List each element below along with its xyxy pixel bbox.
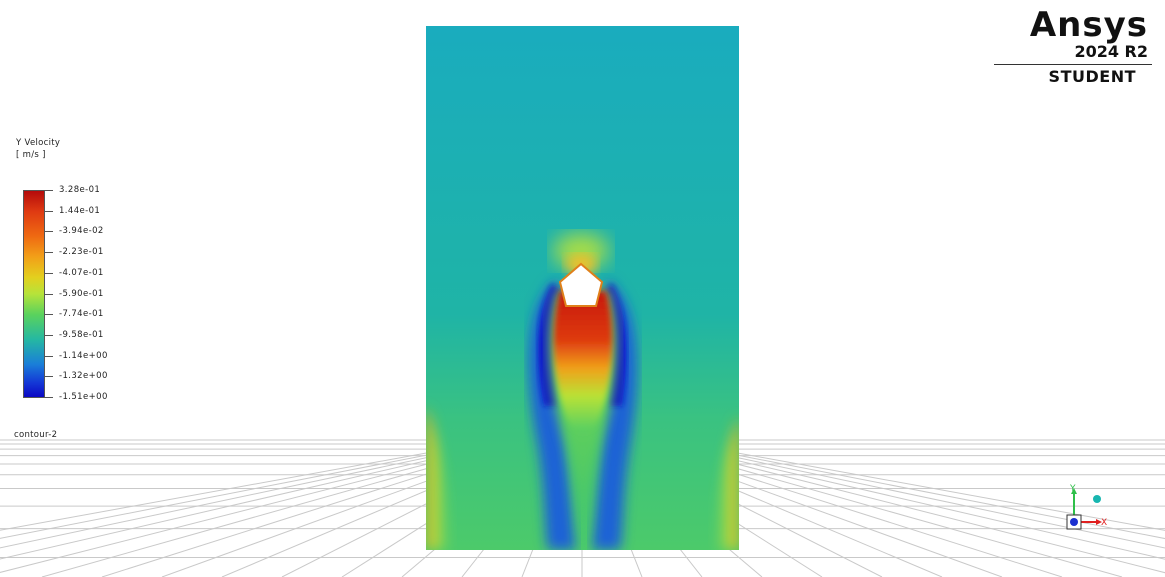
colorbar-tick-mark: [45, 335, 53, 336]
recirculation-zone: [553, 291, 613, 431]
z-axis-dot: [1070, 518, 1078, 526]
pentagon-obstacle[interactable]: [558, 262, 604, 307]
colorbar-tick-mark: [45, 273, 53, 274]
logo-divider: [994, 64, 1152, 65]
contour-name-label: contour-2: [14, 430, 58, 440]
colorbar-tick-label: -3.94e-02: [59, 226, 104, 236]
logo-brand: Ansys: [1029, 5, 1148, 45]
axis-triad[interactable]: Y X: [1058, 482, 1118, 538]
colorbar-tick-mark: [45, 190, 53, 191]
colorbar-tick-label: -7.74e-01: [59, 309, 104, 319]
legend-units: [ m/s ]: [16, 150, 46, 160]
contour-plot[interactable]: [426, 26, 739, 550]
colorbar-tick-label: 3.28e-01: [59, 185, 101, 195]
isometric-view-dot[interactable]: [1093, 495, 1101, 503]
colorbar-tick-label: -1.32e+00: [59, 371, 108, 381]
colorbar-tick-label: -4.07e-01: [59, 268, 104, 278]
colorbar-tick-mark: [45, 231, 53, 232]
colorbar-tick-mark: [45, 356, 53, 357]
y-axis-label: Y: [1069, 484, 1076, 494]
x-arrowhead-icon: [1096, 519, 1102, 525]
x-axis-label: X: [1101, 518, 1107, 528]
colorbar-tick-mark: [45, 211, 53, 212]
logo-edition: STUDENT: [1048, 67, 1136, 86]
floor-grid-line: [0, 439, 499, 531]
floor-grid-line: [665, 439, 1165, 531]
colorbar-tick-mark: [45, 252, 53, 253]
colorbar-tick-mark: [45, 314, 53, 315]
colorbar-tick-label: -5.90e-01: [59, 289, 104, 299]
colorbar-tick-label: -2.23e-01: [59, 247, 104, 257]
colorbar-tick-label: 1.44e-01: [59, 206, 101, 216]
floor-grid-line: [659, 439, 1165, 540]
colorbar-tick-mark: [45, 397, 53, 398]
colorbar-tick-mark: [45, 376, 53, 377]
colorbar-tick-label: -9.58e-01: [59, 330, 104, 340]
legend-variable: Y Velocity: [16, 138, 61, 148]
ansys-logo: Ansys 2024 R2 STUDENT: [990, 5, 1158, 87]
colorbar[interactable]: [23, 190, 45, 398]
colorbar-tick-mark: [45, 294, 53, 295]
left-corner-region: [426, 406, 454, 550]
logo-version: 2024 R2: [1074, 42, 1148, 61]
floor-grid-line: [647, 439, 1165, 560]
legend-title: Y Velocity [ m/s ]: [16, 137, 60, 161]
y-arrowhead-icon: [1071, 488, 1077, 494]
floor-grid-line: [0, 439, 511, 549]
floor-grid-line: [653, 439, 1165, 549]
floor-grid-line: [0, 439, 517, 560]
right-corner-region: [711, 416, 739, 550]
floor-grid-line: [0, 439, 505, 539]
colorbar-tick-label: -1.51e+00: [59, 392, 108, 402]
colorbar-tick-label: -1.14e+00: [59, 351, 108, 361]
